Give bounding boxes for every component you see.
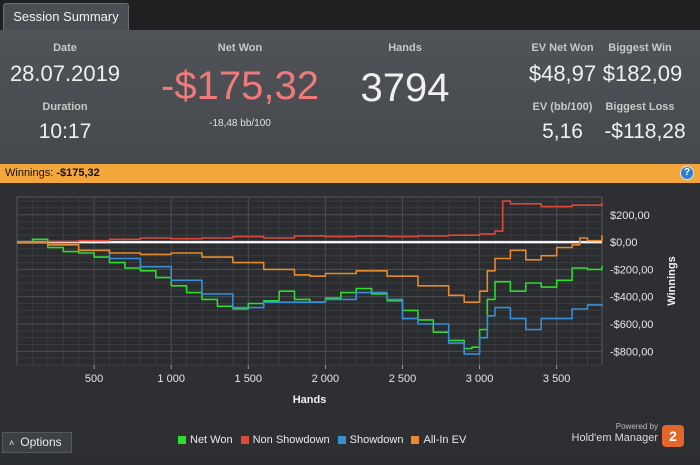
y-tick-label: -$600,00	[610, 319, 653, 331]
legend-item-net-won[interactable]: Net Won	[178, 432, 233, 448]
y-tick-label: -$400,00	[610, 292, 653, 304]
legend-swatch	[411, 436, 420, 444]
brand-name: Hold'em Manager	[571, 432, 658, 444]
biggest-win-label: Biggest Win	[608, 42, 672, 54]
options-button[interactable]: ˄ Options	[2, 432, 72, 453]
y-tick-label: -$200,00	[610, 264, 653, 276]
duration-label: Duration	[42, 101, 88, 113]
x-tick-label: 1 500	[235, 373, 263, 385]
winnings-label: Winnings:	[5, 167, 54, 179]
series-line-showdown	[17, 241, 603, 355]
ev-bb100-label: EV (bb/100)	[532, 101, 593, 113]
duration-value: 10:17	[38, 120, 92, 143]
date-label: Date	[53, 42, 77, 54]
holdem-manager-logo: 2	[662, 425, 684, 447]
options-label: Options	[20, 435, 62, 449]
legend-swatch	[178, 436, 186, 444]
chart-legend: Net Won Non Showdown Showdown All-In EV	[178, 432, 474, 448]
x-tick-label: 3 000	[466, 373, 494, 385]
winnings-chart: 500 1 000 1 500 2 000 2 500 3 000 3 500 $200,00…	[16, 196, 678, 406]
winnings-value: -$175,32	[56, 167, 100, 179]
tab-bar: Session Summary	[0, 0, 700, 30]
y-tick-label: $200,00	[610, 210, 650, 222]
ev-net-won-label: EV Net Won	[531, 42, 594, 54]
net-won-bb100: -18,48 bb/100	[209, 118, 271, 129]
y-axis-label: Winnings	[666, 256, 678, 305]
series-line-all-in-ev	[17, 235, 603, 303]
x-tick-label: 2 000	[312, 373, 340, 385]
legend-item-non-showdown[interactable]: Non Showdown	[240, 432, 330, 448]
legend-swatch	[240, 436, 249, 444]
x-tick-label: 3 500	[543, 373, 571, 385]
session-summary-panel: Date 28.07.2019 Duration 10:17 Net Won -…	[0, 30, 700, 164]
ev-bb100-value: 5,16	[542, 120, 583, 143]
caret-up-icon: ˄	[9, 438, 15, 448]
legend-label: Non Showdown	[252, 434, 330, 446]
x-tick-label: 1 000	[157, 373, 185, 385]
y-tick-label: -$800,00	[610, 346, 653, 358]
x-tick-label: 500	[85, 373, 103, 385]
hands-value: 3794	[360, 66, 450, 110]
legend-label: Showdown	[349, 434, 404, 446]
x-tick-label: 2 500	[389, 373, 417, 385]
biggest-loss-label: Biggest Loss	[605, 101, 675, 113]
legend-item-all-in-ev[interactable]: All-In EV	[411, 432, 466, 448]
tab-session-summary[interactable]: Session Summary	[3, 3, 129, 30]
series-line-non-showdown	[17, 200, 603, 243]
legend-swatch	[337, 436, 346, 444]
help-icon[interactable]: ?	[680, 166, 694, 180]
y-tick-label: $0,00	[610, 237, 638, 249]
winnings-banner: Winnings: -$175,32 ?	[0, 164, 700, 183]
hands-label: Hands	[388, 42, 422, 54]
chart-area: 500 1 000 1 500 2 000 2 500 3 000 3 500 $200,00…	[0, 183, 700, 460]
legend-item-showdown[interactable]: Showdown	[337, 432, 404, 448]
biggest-win-value: $182,09	[602, 61, 683, 86]
legend-label: Net Won	[190, 434, 233, 446]
powered-by-label: Powered by	[615, 422, 658, 431]
legend-label: All-In EV	[423, 434, 467, 446]
date-value: 28.07.2019	[9, 61, 121, 86]
biggest-loss-value: -$118,28	[604, 120, 686, 143]
x-axis-label: Hands	[293, 394, 327, 406]
ev-net-won-value: $48,97	[528, 61, 597, 86]
net-won-value: -$175,32	[161, 64, 319, 108]
net-won-label: Net Won	[217, 42, 263, 54]
series-line-net-won	[17, 238, 603, 350]
